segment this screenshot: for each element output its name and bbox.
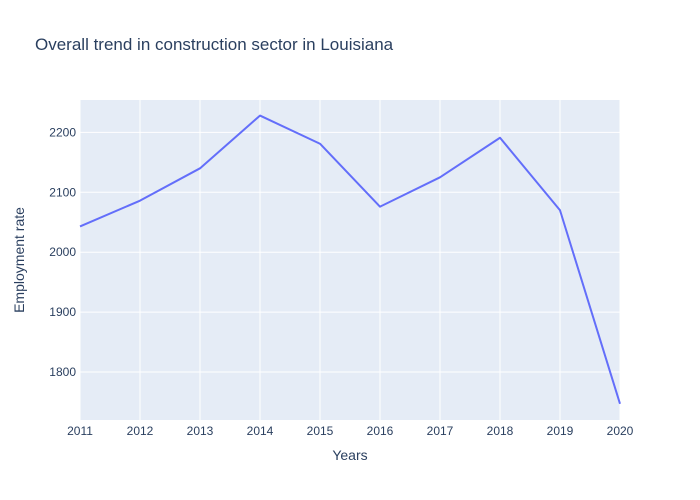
y-tick-label: 2200 (49, 125, 76, 139)
series-layer (79, 114, 621, 405)
y-tick-label: 2000 (49, 245, 76, 259)
x-tick-label: 2011 (67, 424, 93, 438)
x-tick-label: 2019 (547, 424, 574, 438)
series-line (79, 114, 621, 405)
y-tick-label: 1900 (49, 305, 76, 319)
plot-area (80, 100, 620, 420)
x-tick-label: 2012 (127, 424, 154, 438)
x-axis-title: Years (332, 447, 367, 463)
x-tick-label: 2016 (367, 424, 394, 438)
grid-lines (79, 100, 621, 420)
x-axis-ticks: 2011 2012 2013 2014 2015 2016 2017 2018 2019 2020 (67, 424, 634, 438)
chart-title: Overall trend in construction sector in … (35, 35, 394, 54)
x-tick-label: 2013 (187, 424, 214, 438)
y-axis-title: Employment rate (11, 207, 27, 313)
x-tick-label: 2017 (427, 424, 454, 438)
x-tick-label: 2018 (487, 424, 514, 438)
y-tick-label: 2100 (49, 185, 76, 199)
x-tick-label: 2015 (307, 424, 334, 438)
y-axis-ticks: 1800 1900 2000 2100 2200 (49, 125, 76, 379)
y-tick-label: 1800 (49, 365, 76, 379)
x-tick-label: 2014 (247, 424, 274, 438)
x-tick-label: 2020 (607, 424, 634, 438)
